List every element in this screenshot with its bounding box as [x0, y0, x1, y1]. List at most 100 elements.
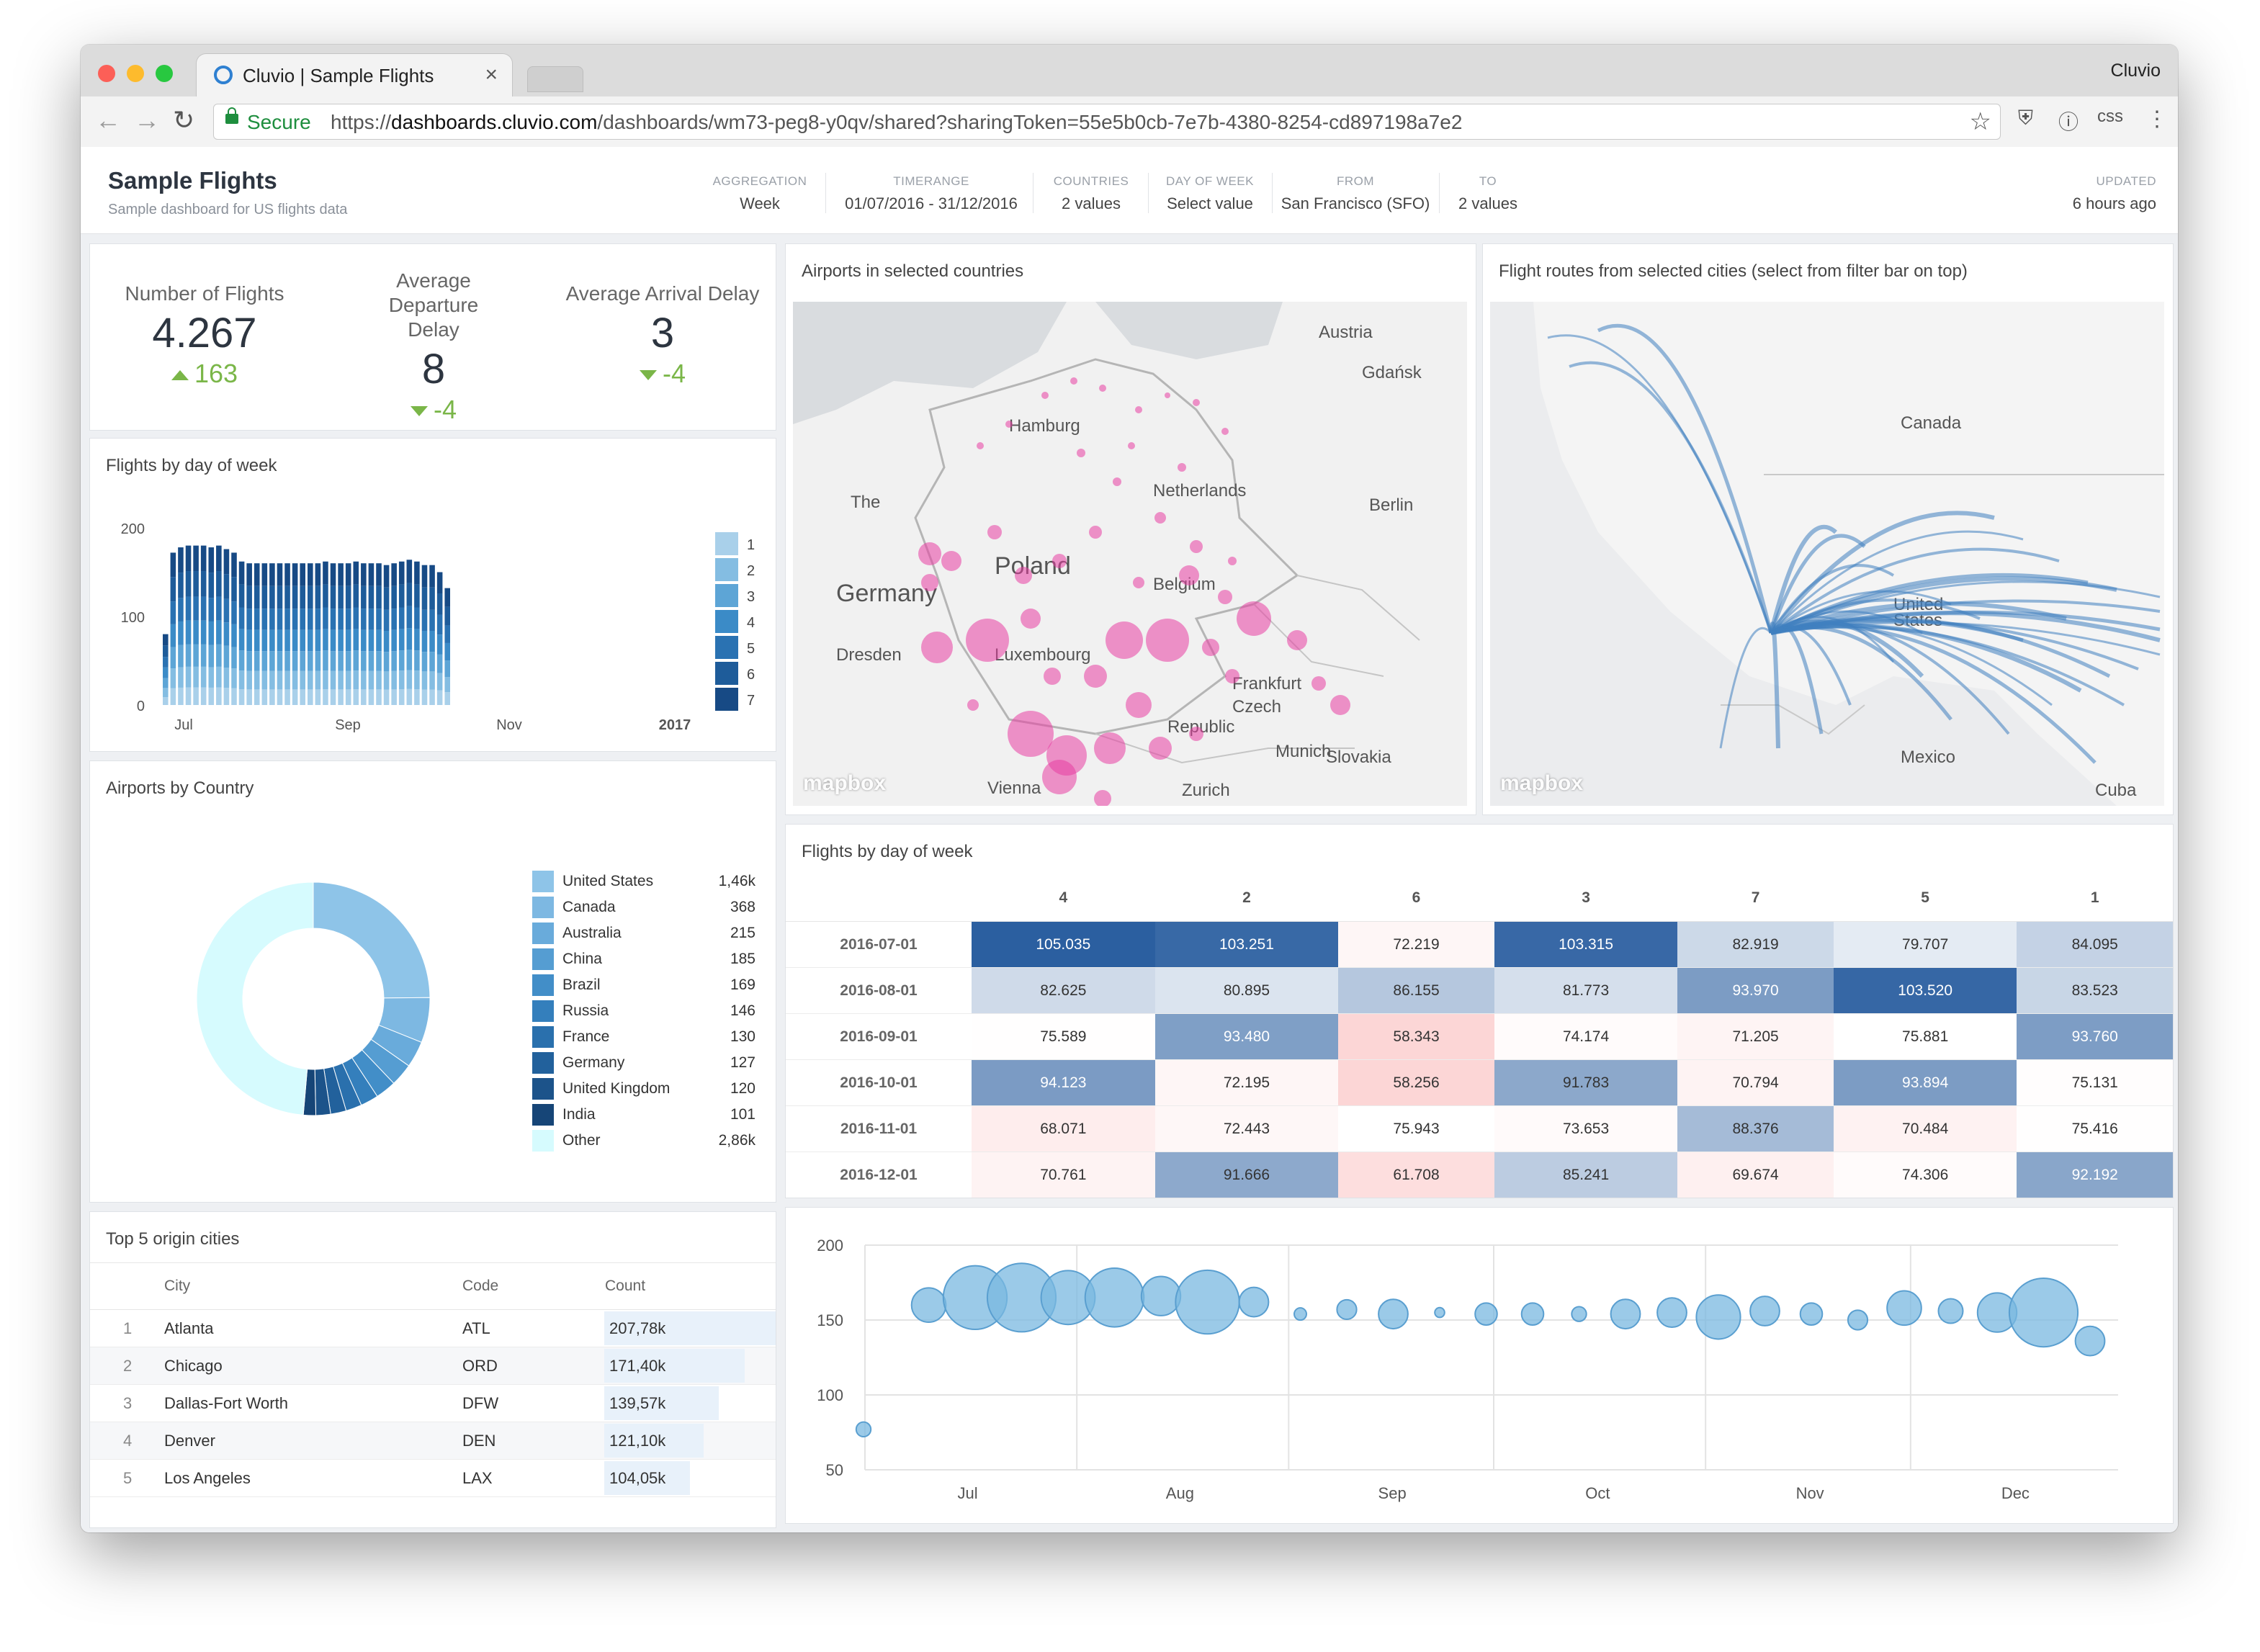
airport-dot: [1084, 665, 1107, 688]
count-value: 121,10k: [609, 1431, 666, 1450]
table-row[interactable]: 1 Atlanta ATL 207,78k: [90, 1309, 776, 1347]
bookmark-star-icon[interactable]: ☆: [1969, 108, 1991, 135]
heatmap-col-header[interactable]: 2: [1154, 875, 1339, 922]
info-extension-icon[interactable]: ⓘ: [2058, 111, 2079, 133]
bar-segment: [163, 657, 169, 668]
routes-map[interactable]: Canada United States Mexico Cuba mapbox: [1490, 302, 2164, 806]
tab-close-icon[interactable]: ×: [485, 63, 498, 86]
legend-label: Brazil: [562, 977, 601, 993]
heatmap-col-header[interactable]: 1: [2017, 875, 2173, 922]
menu-kebab-icon[interactable]: ⋮: [2146, 107, 2168, 131]
minimize-window-icon[interactable]: [127, 65, 144, 82]
bubble-point: [1886, 1290, 1922, 1326]
bar-segment: [376, 609, 382, 630]
bar-segment: [246, 585, 252, 609]
bar-segment: [429, 630, 435, 652]
filter-to[interactable]: TO 2 values: [1443, 174, 1533, 213]
css-extension-icon[interactable]: css: [2097, 107, 2123, 126]
legend-label: India: [562, 1106, 596, 1123]
filter-value: 2 values: [1062, 194, 1121, 212]
filter-value: San Francisco (SFO): [1281, 194, 1430, 212]
url-text[interactable]: https://dashboards.cluvio.com/dashboards…: [331, 111, 1462, 134]
new-tab-button[interactable]: [527, 66, 583, 92]
filter-countries[interactable]: COUNTRIES 2 values: [1039, 174, 1144, 213]
mapbox-logo[interactable]: mapbox: [803, 771, 887, 795]
heatmap-col-header[interactable]: 5: [1833, 875, 2017, 922]
legend-swatch: [532, 948, 554, 970]
legend-row[interactable]: United Kingdom 120: [532, 1077, 755, 1101]
table-row[interactable]: 5 Los Angeles LAX 104,05k: [90, 1459, 776, 1497]
airport-dot: [1044, 668, 1061, 685]
heatmap-col-header[interactable]: 7: [1677, 875, 1834, 922]
heatmap-cell: 91.666: [1154, 1152, 1339, 1198]
table-row[interactable]: 4 Denver DEN 121,10k: [90, 1422, 776, 1460]
bubble-chart: 200 150 100 50 Jul Aug Sep Oct Nov Dec: [817, 1236, 2118, 1502]
legend-value: 169: [730, 977, 755, 993]
legend-row[interactable]: France 130: [532, 1025, 755, 1049]
filter-timerange[interactable]: TIMERANGE 01/07/2016 - 31/12/2016: [834, 174, 1028, 213]
bar-segment: [277, 651, 283, 671]
table-row[interactable]: 3 Dallas-Fort Worth DFW 139,57k: [90, 1384, 776, 1422]
flight-route: [1770, 610, 1923, 634]
bar-segment: [193, 571, 199, 597]
browser-tab[interactable]: Cluvio | Sample Flights ×: [196, 53, 513, 97]
forward-arrow-icon[interactable]: →: [134, 105, 160, 135]
bar-segment: [315, 670, 321, 690]
legend-row[interactable]: India 101: [532, 1103, 755, 1127]
bar-segment: [231, 577, 237, 602]
mapbox-logo[interactable]: mapbox: [1500, 771, 1584, 795]
legend-row[interactable]: Brazil 169: [532, 973, 755, 997]
bar-segment: [406, 628, 413, 650]
heatmap-col-header[interactable]: 4: [972, 875, 1155, 922]
back-arrow-icon[interactable]: ←: [95, 105, 121, 135]
heatmap-cell: 92.192: [2017, 1152, 2173, 1198]
profile-name[interactable]: Cluvio: [2110, 60, 2161, 81]
bar-segment: [315, 629, 321, 652]
bar-segment: [254, 689, 260, 705]
legend-row[interactable]: United States 1,46k: [532, 869, 755, 894]
airport-dot: [1094, 790, 1111, 806]
bar-segment: [398, 650, 405, 671]
legend-label: Germany: [562, 1054, 625, 1071]
airport-dot: [1237, 601, 1271, 636]
airports-map[interactable]: Gdańsk Hamburg The Netherlands Berlin Poland G…: [793, 302, 1467, 806]
maximize-window-icon[interactable]: [156, 65, 173, 82]
card-title: Airports in selected countries: [802, 261, 1024, 281]
heatmap-cell: 74.174: [1494, 1013, 1678, 1060]
address-bar[interactable]: Secure https://dashboards.cluvio.com/das…: [213, 104, 2001, 140]
airports-map-graphics: GdańskHamburgTheNetherlandsBerlinPolandG…: [793, 302, 1467, 806]
close-window-icon[interactable]: [98, 65, 115, 82]
reload-icon[interactable]: ↻: [173, 105, 195, 135]
col-code[interactable]: Code: [462, 1262, 604, 1310]
shield-extension-icon[interactable]: ⛨: [2018, 107, 2034, 129]
filter-day-of-week[interactable]: DAY OF WEEK Select value: [1152, 174, 1268, 213]
bar-segment: [330, 629, 336, 652]
heatmap-col-header[interactable]: 6: [1338, 875, 1494, 922]
col-count[interactable]: Count: [604, 1262, 776, 1310]
bar-segment: [300, 585, 305, 609]
count-bar: [604, 1461, 690, 1495]
filter-aggregation[interactable]: AGGREGATION Week: [699, 174, 821, 213]
col-city[interactable]: City: [163, 1262, 462, 1310]
heatmap-cell: 86.155: [1338, 967, 1494, 1014]
legend-swatch: [715, 636, 738, 659]
airport-dot: [1106, 621, 1143, 659]
legend-row[interactable]: Russia 146: [532, 999, 755, 1023]
heatmap-col-header[interactable]: 3: [1494, 875, 1678, 922]
legend-row[interactable]: China 185: [532, 947, 755, 971]
map-label: The: [851, 493, 880, 512]
bar-segment: [246, 670, 252, 690]
filter-from[interactable]: FROM San Francisco (SFO): [1276, 174, 1435, 213]
bar-segment: [292, 670, 298, 690]
us-mexico-border: [1721, 704, 1865, 735]
bar-segment: [398, 689, 405, 705]
map-label: Cuba: [2095, 781, 2137, 800]
table-row[interactable]: 2 Chicago ORD 171,40k: [90, 1347, 776, 1385]
legend-row[interactable]: Canada 368: [532, 895, 755, 920]
bar-segment: [170, 688, 176, 705]
row-code: ATL: [462, 1309, 604, 1347]
legend-row[interactable]: Other 2,86k: [532, 1128, 755, 1153]
bar-segment: [421, 587, 428, 610]
legend-row[interactable]: Australia 215: [532, 921, 755, 946]
legend-row[interactable]: Germany 127: [532, 1051, 755, 1075]
